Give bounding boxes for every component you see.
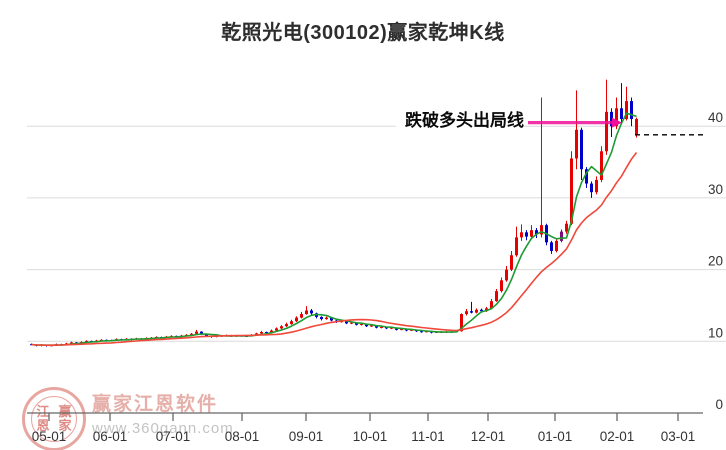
svg-text:06-01: 06-01 [93,429,128,444]
svg-text:12-01: 12-01 [471,429,506,444]
svg-text:07-01: 07-01 [156,429,191,444]
svg-text:40: 40 [708,110,723,125]
annotation-bull-exit-label: 跌破多头出局线 [396,110,524,131]
page-title: 乾照光电(300102)赢家乾坤K线 [221,22,505,44]
svg-text:08-01: 08-01 [225,429,260,444]
svg-text:02-01: 02-01 [600,429,635,444]
svg-text:09-01: 09-01 [289,429,324,444]
svg-text:03-01: 03-01 [661,429,696,444]
svg-text:30: 30 [708,182,723,197]
svg-text:05-01: 05-01 [32,429,67,444]
svg-text:10: 10 [708,325,723,340]
svg-text:20: 20 [708,254,723,269]
svg-text:11-01: 11-01 [411,429,445,444]
svg-text:01-01: 01-01 [538,429,573,444]
svg-text:10-01: 10-01 [353,429,388,444]
svg-text:0: 0 [715,397,723,412]
